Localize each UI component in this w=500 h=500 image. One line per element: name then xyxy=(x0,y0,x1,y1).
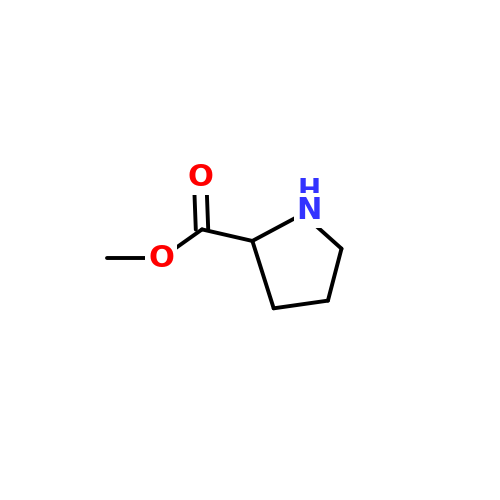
Text: N: N xyxy=(296,196,322,224)
Text: O: O xyxy=(148,244,174,273)
Text: H: H xyxy=(298,177,321,205)
Text: O: O xyxy=(187,163,213,192)
